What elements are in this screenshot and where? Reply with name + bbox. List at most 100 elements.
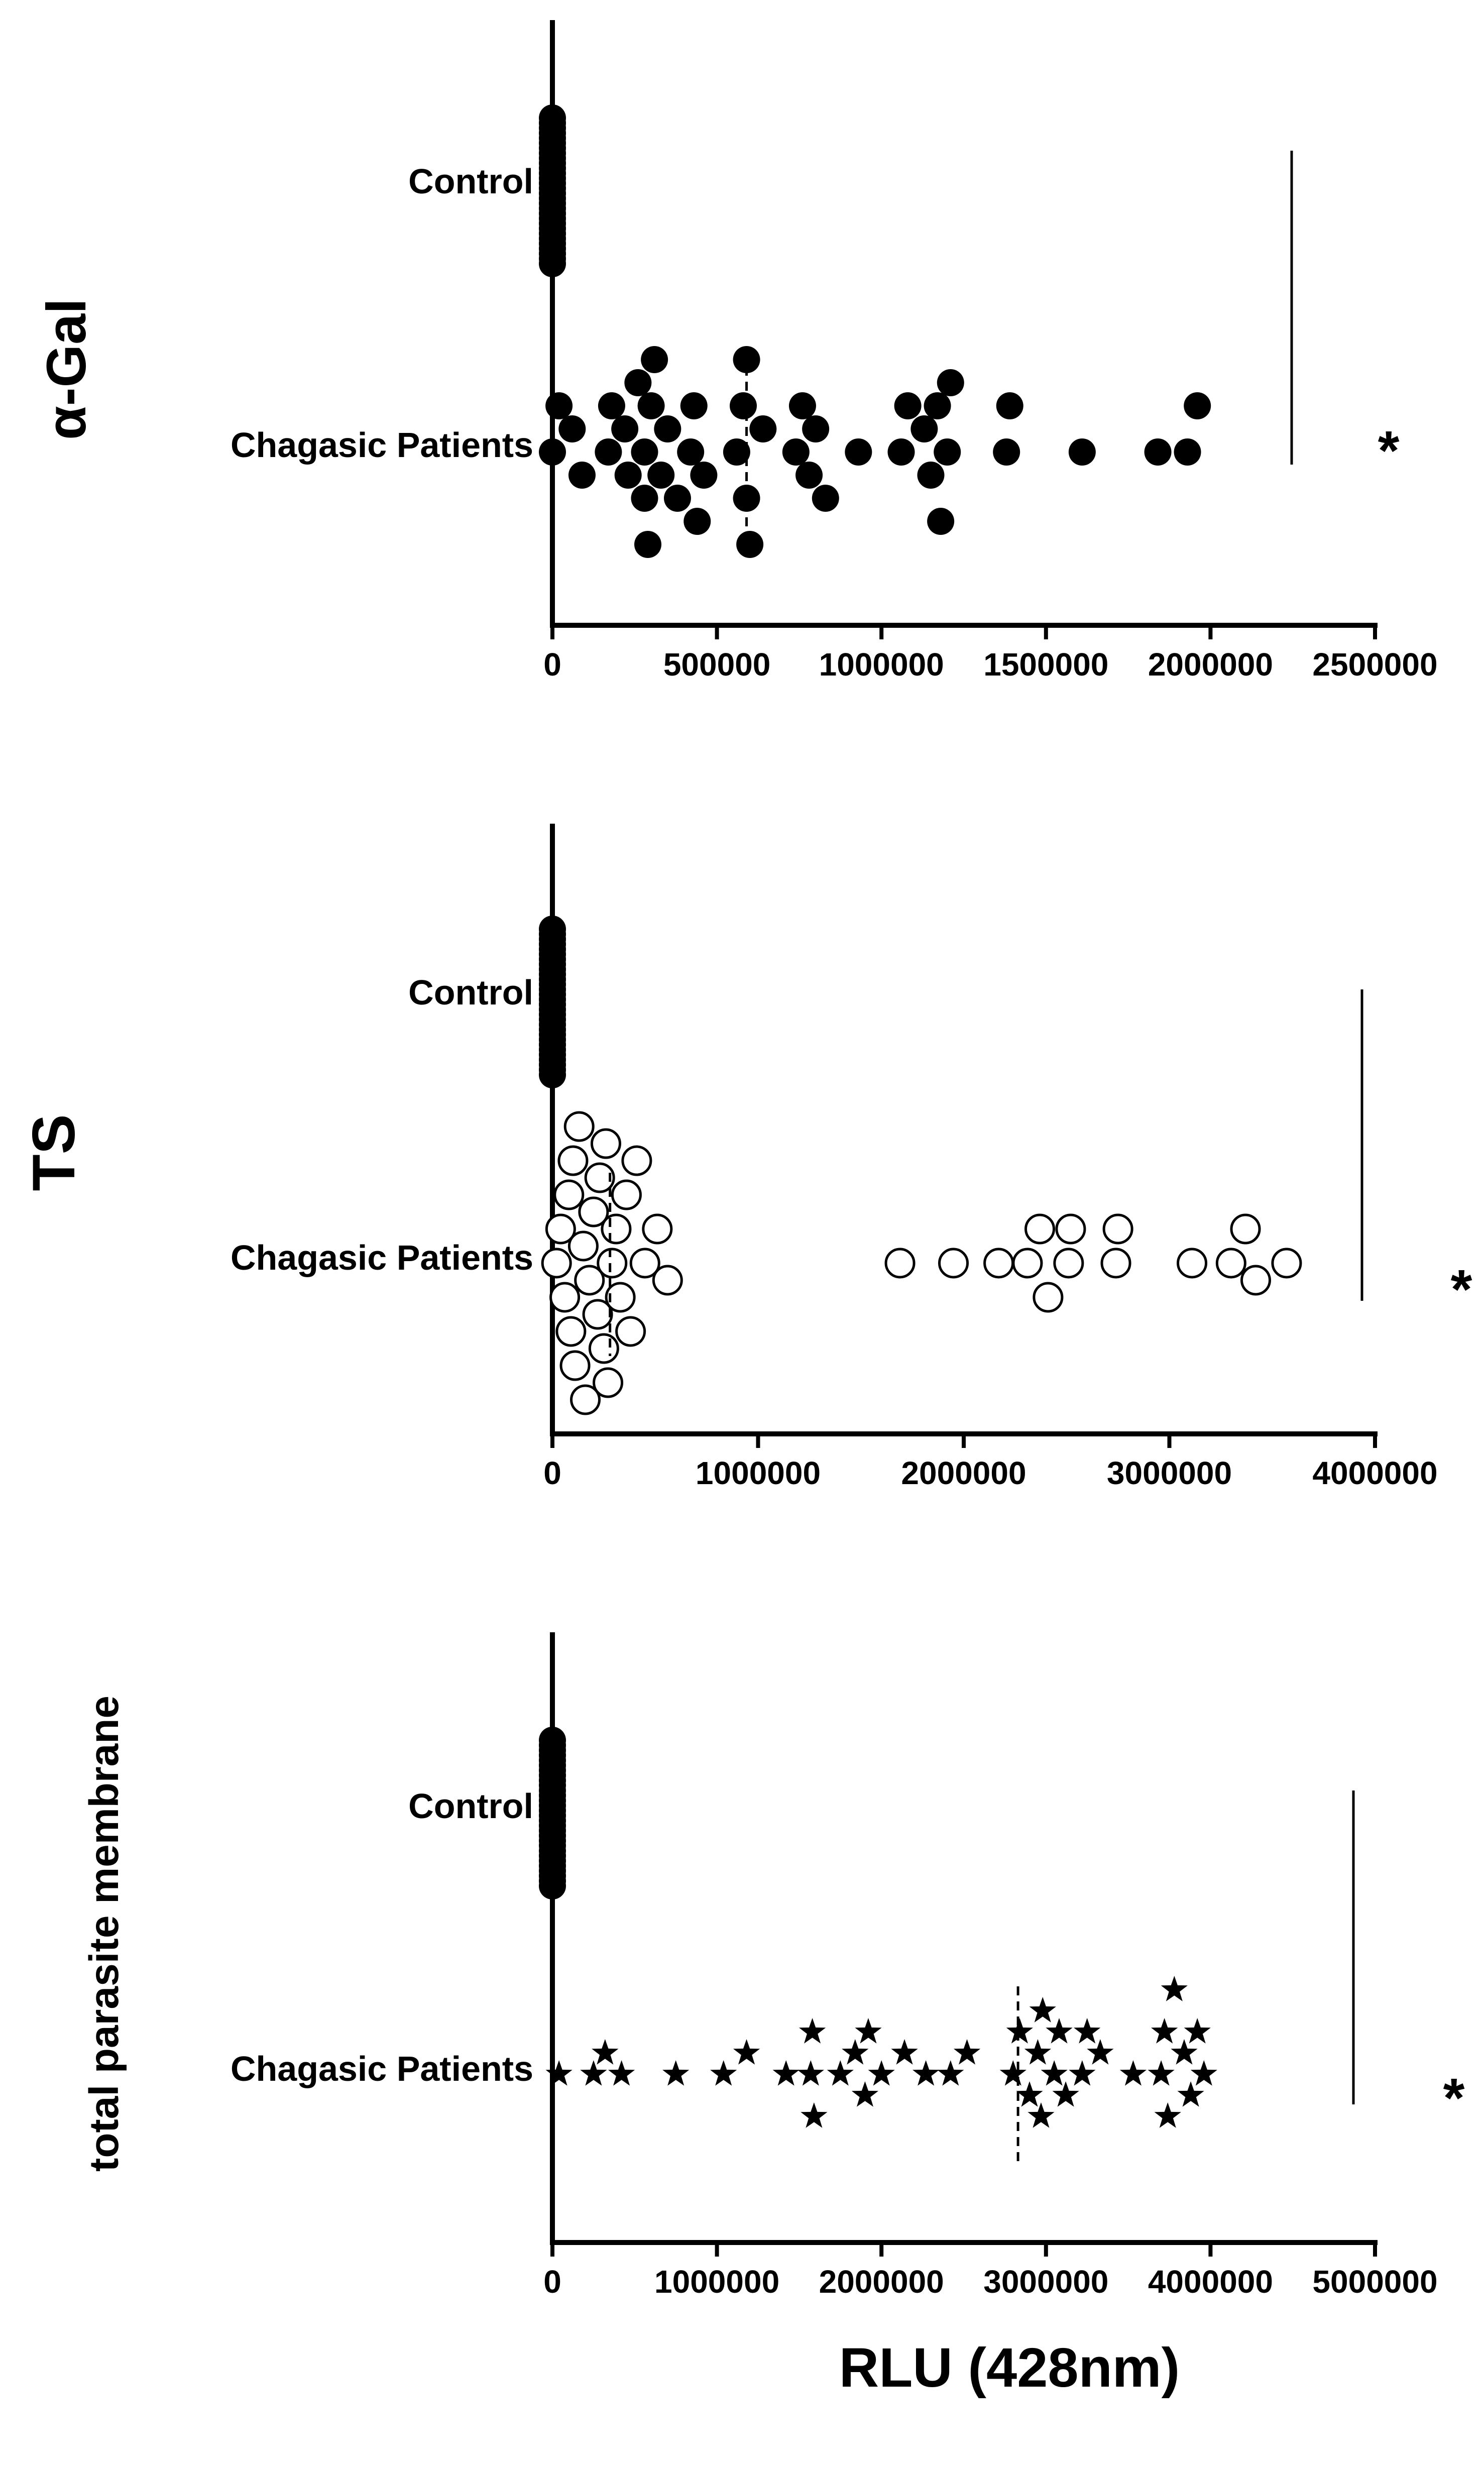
x-tick-label: 2000000 — [901, 1455, 1026, 1491]
patient-point — [1190, 2060, 1217, 2086]
patient-point — [662, 2060, 690, 2086]
patient-point — [1271, 1248, 1302, 1279]
x-tick-label: 2000000 — [819, 2264, 944, 2300]
patient-point — [1230, 1213, 1261, 1245]
patient-point — [611, 415, 639, 442]
panel-label-ts: TS — [20, 1114, 87, 1191]
patient-point — [927, 508, 955, 535]
category-label-control: Control — [408, 1786, 533, 1826]
patient-point — [597, 1248, 628, 1279]
patient-point — [1012, 1248, 1043, 1279]
patient-point — [654, 415, 681, 442]
patient-point — [582, 1299, 613, 1330]
patient-point — [567, 1230, 599, 1262]
x-tick-label: 4000000 — [1148, 2264, 1273, 2300]
patient-point — [1174, 438, 1201, 466]
x-axis-ts: 0 1000000 2000000 3000000 4000000 — [543, 1431, 1438, 1491]
patient-point — [801, 2102, 828, 2128]
patient-point — [1177, 2081, 1204, 2107]
patient-point — [647, 462, 675, 489]
patient-point — [1102, 1213, 1133, 1245]
patient-point — [799, 2018, 826, 2044]
patient-point — [621, 1145, 652, 1176]
x-tick-label: 3000000 — [983, 2264, 1108, 2300]
patient-point — [1024, 2039, 1052, 2065]
patient-point — [782, 438, 810, 466]
patient-point — [1029, 1997, 1056, 2023]
patient-point — [592, 2039, 619, 2065]
patient-point — [855, 2018, 882, 2044]
panel-ts: TS Control Chagasic Patients 0 1000000 200… — [20, 824, 1472, 1491]
patient-point — [595, 438, 622, 466]
patient-point — [795, 462, 823, 489]
patient-point — [1240, 1265, 1271, 1296]
patient-point — [924, 392, 951, 419]
patient-point — [993, 438, 1020, 466]
patient-point — [938, 1248, 969, 1279]
patient-point — [545, 392, 573, 419]
patient-point — [545, 2060, 573, 2086]
patient-point — [910, 415, 938, 442]
patient-point — [608, 2060, 635, 2086]
points-alpha-gal — [539, 104, 1211, 558]
x-axis-alpha-gal: 0 500000 1000000 1500000 2000000 2500000 — [543, 623, 1438, 683]
patient-point — [733, 485, 760, 512]
x-tick-label: 1000000 — [654, 2264, 779, 2300]
patient-point — [733, 2039, 760, 2065]
patient-point — [539, 438, 566, 466]
patient-point — [1184, 392, 1211, 419]
patient-point — [1046, 2018, 1073, 2044]
patient-point — [624, 369, 652, 396]
patient-point — [827, 2060, 854, 2086]
significance-marker-total-parasite-membrane: * — [1443, 2067, 1465, 2129]
patient-point — [541, 1248, 572, 1279]
category-label-chagasic-patients: Chagasic Patients — [231, 2049, 533, 2088]
patient-point — [937, 369, 964, 396]
patient-point — [553, 1179, 585, 1210]
patient-point — [1148, 2060, 1175, 2086]
patient-point — [1052, 2081, 1079, 2107]
patient-point — [736, 531, 764, 558]
patient-point — [631, 485, 658, 512]
significance-marker-ts: * — [1451, 1259, 1472, 1320]
panel-total-parasite-membrane: total parasite membrane Control Chagasic… — [81, 1632, 1465, 2300]
patient-point — [917, 462, 945, 489]
patient-point — [730, 392, 757, 419]
patient-point — [690, 462, 718, 489]
patient-point — [812, 485, 839, 512]
patient-point — [574, 1265, 605, 1296]
patient-point — [611, 1179, 642, 1210]
patient-point — [601, 1213, 632, 1245]
patient-point — [802, 415, 830, 442]
patient-point — [1087, 2039, 1114, 2065]
patient-point — [677, 438, 705, 466]
patient-point — [868, 2060, 895, 2086]
patient-point — [559, 1350, 591, 1381]
patient-point — [1028, 2102, 1055, 2128]
patient-point — [558, 415, 586, 442]
x-tick-label: 5000000 — [1312, 2264, 1437, 2300]
patient-point — [1055, 1213, 1086, 1245]
patient-point — [1074, 2018, 1101, 2044]
patient-point — [983, 1248, 1014, 1279]
patient-point — [578, 1196, 609, 1227]
points-ts — [539, 916, 1302, 1415]
x-tick-label: 1500000 — [983, 646, 1108, 683]
patient-point — [563, 1111, 595, 1142]
patient-point — [557, 1145, 589, 1176]
control-point — [539, 1061, 566, 1088]
patient-point — [580, 2060, 607, 2086]
patient-point — [733, 346, 760, 373]
control-point — [539, 1872, 566, 1899]
panel-label-total-parasite-membrane: total parasite membrane — [81, 1696, 127, 2172]
patient-point — [1119, 2060, 1147, 2086]
patient-point — [598, 392, 625, 419]
x-tick-label: 500000 — [663, 646, 771, 683]
patient-point — [953, 2039, 981, 2065]
patient-point — [934, 438, 961, 466]
x-tick-label: 0 — [543, 1455, 561, 1491]
x-tick-label: 2000000 — [1148, 646, 1273, 683]
patient-point — [1053, 1248, 1084, 1279]
patient-point — [593, 1367, 624, 1398]
patient-point — [887, 438, 915, 466]
